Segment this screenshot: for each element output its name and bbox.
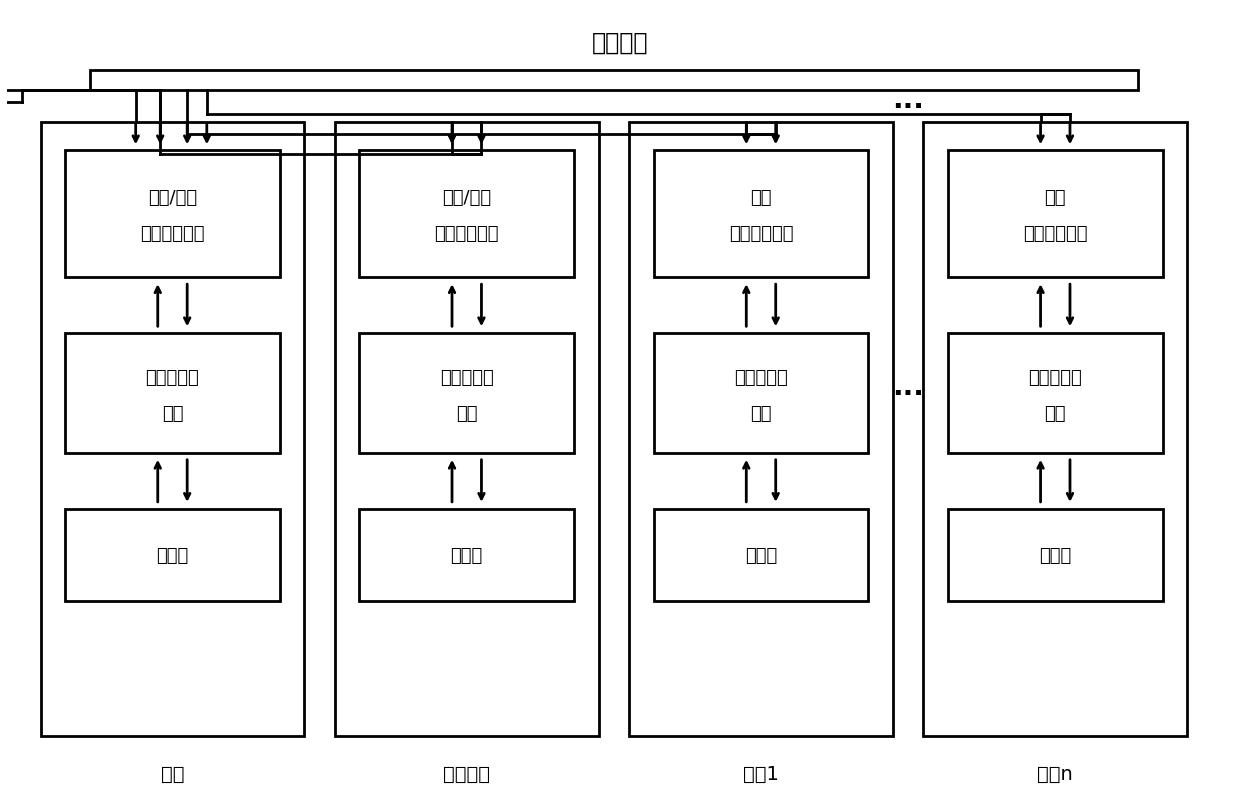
Text: 主机/备机: 主机/备机 [148,189,197,208]
Text: 从机n: 从机n [1038,764,1073,783]
Text: ···: ··· [893,380,924,407]
Text: 主机: 主机 [161,764,185,783]
Text: 载波同步单元: 载波同步单元 [729,225,794,243]
Bar [360,150,574,278]
Text: 数字信号处: 数字信号处 [440,369,494,387]
Text: ···: ··· [893,92,924,121]
Text: 理器: 理器 [750,405,771,423]
Text: 备用主机: 备用主机 [443,764,490,783]
Text: 逆变器: 逆变器 [450,546,482,564]
Bar [66,509,280,601]
Text: 载波同步单元: 载波同步单元 [434,225,498,243]
Bar [360,509,574,601]
Bar [335,122,599,736]
Text: 逆变器: 逆变器 [156,546,188,564]
Text: 理器: 理器 [1044,405,1066,423]
Text: 理器: 理器 [161,405,184,423]
Text: 从机1: 从机1 [743,764,779,783]
Bar [41,122,304,736]
Bar [653,334,868,453]
Text: 载波同步单元: 载波同步单元 [1023,225,1087,243]
Text: 数字信号处: 数字信号处 [145,369,200,387]
Text: 逆变器: 逆变器 [1039,546,1071,564]
Text: 数字信号处: 数字信号处 [1028,369,1083,387]
Bar [949,334,1163,453]
Text: 从机: 从机 [750,189,771,208]
Text: 同步光纤: 同步光纤 [591,31,649,55]
Bar [89,71,1138,91]
Text: 主机/备机: 主机/备机 [443,189,491,208]
Text: 载波同步单元: 载波同步单元 [140,225,205,243]
Text: 逆变器: 逆变器 [745,546,777,564]
Bar [66,334,280,453]
Bar [653,150,868,278]
Text: 从机: 从机 [1044,189,1066,208]
Bar [949,150,1163,278]
Bar [924,122,1187,736]
Text: 数字信号处: 数字信号处 [734,369,787,387]
Bar [653,509,868,601]
Bar [949,509,1163,601]
Text: 理器: 理器 [456,405,477,423]
Bar [66,150,280,278]
Bar [629,122,893,736]
Bar [360,334,574,453]
